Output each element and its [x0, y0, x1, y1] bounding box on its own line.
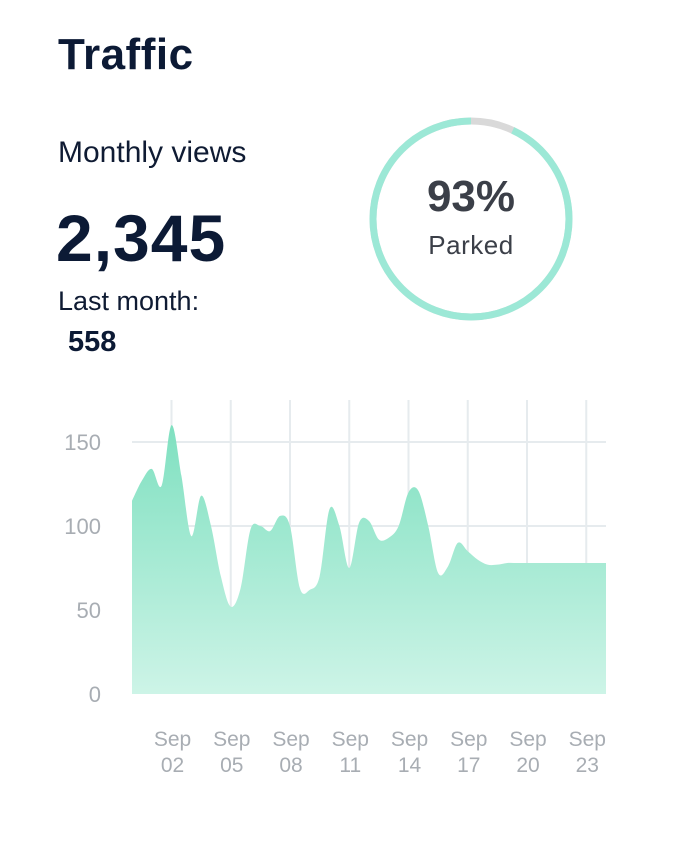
y-tick-label: 50 [77, 598, 101, 623]
monthly-views-label: Monthly views [58, 136, 247, 169]
x-tick-label: Sep 20 [509, 728, 546, 777]
gauge-progress [369, 117, 573, 321]
y-axis-ticks: 0 50 100 150 [64, 430, 101, 707]
y-tick-label: 0 [89, 682, 101, 707]
x-tick-label: Sep 02 [154, 728, 191, 777]
monthly-views-value: 2,345 [56, 201, 227, 275]
x-tick-label: Sep 05 [213, 728, 250, 777]
y-tick-label: 150 [64, 430, 101, 455]
gauge-label: Parked [428, 230, 514, 260]
gauge-percent: 93% [426, 172, 516, 221]
last-month-value: 558 [68, 326, 117, 358]
x-tick-label: Sep 17 [450, 728, 487, 777]
traffic-area [132, 425, 606, 694]
y-tick-label: 100 [64, 514, 101, 539]
x-tick-label: Sep 11 [332, 728, 369, 777]
x-tick-label: Sep 08 [272, 728, 309, 777]
x-axis-ticks: Sep 02 Sep 05 Sep 08 Sep 11 Sep 14 Sep 17 Sep 20 Sep 23 [154, 728, 606, 777]
x-tick-label: Sep 23 [569, 728, 606, 777]
x-tick-label: Sep 14 [391, 728, 428, 777]
page-title: Traffic [58, 30, 194, 79]
traffic-area-chart: 0 50 100 150 Sep 02 Sep 05 Sep 08 Sep 11 Sep 14 Sep 17… [64, 400, 606, 777]
parked-gauge [369, 117, 573, 321]
last-month-label: Last month: [58, 286, 200, 316]
